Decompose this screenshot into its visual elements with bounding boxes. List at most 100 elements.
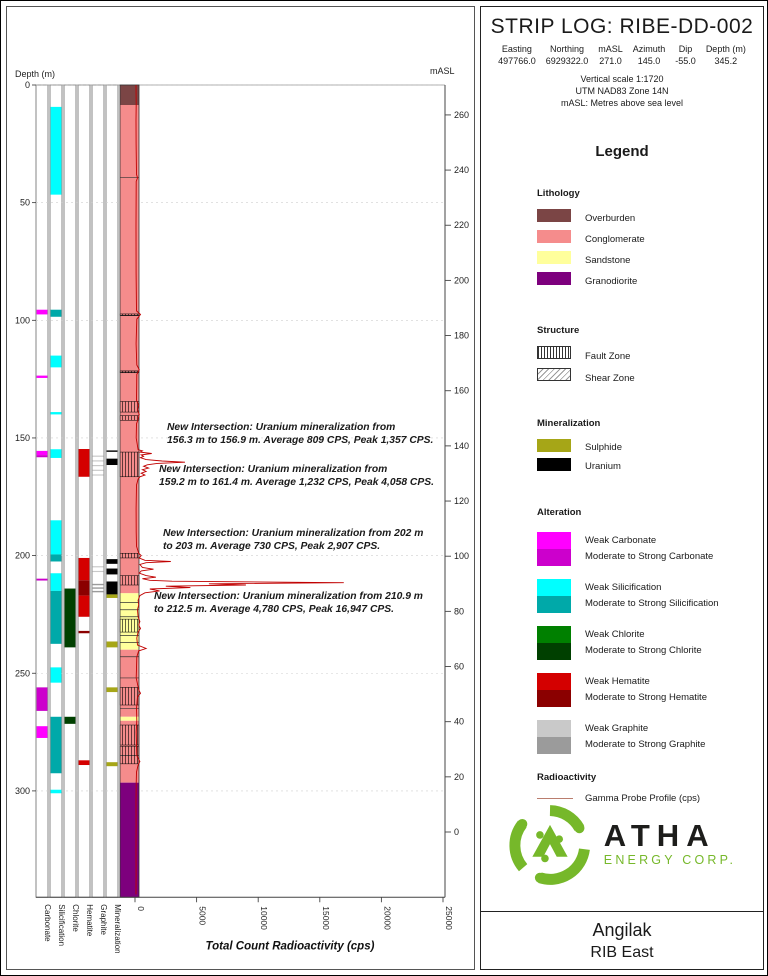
svg-text:60: 60 bbox=[454, 662, 464, 672]
info-col: Dip -55.0 bbox=[675, 44, 696, 66]
radioactivity-axis-title: Total Count Radioactivity (cps) bbox=[206, 940, 375, 952]
legend-section-mineralization: Mineralization Sulphide Uranium bbox=[537, 418, 763, 475]
project-area: RIB East bbox=[590, 944, 654, 961]
svg-text:10000: 10000 bbox=[259, 906, 269, 930]
svg-text:150: 150 bbox=[15, 433, 30, 443]
alteration-swatch bbox=[537, 532, 571, 566]
masl-axis-title: mASL bbox=[430, 66, 455, 76]
legend-item-lithology-swatch bbox=[537, 272, 571, 285]
legend-title: Legend bbox=[595, 143, 649, 160]
legend-item-lithology: Granodiorite bbox=[537, 272, 763, 291]
legend-item-alteration: Weak Carbonate Moderate to Strong Carbona… bbox=[537, 532, 763, 566]
legend-item-structure-swatch bbox=[537, 346, 571, 359]
fault-zone bbox=[119, 415, 140, 421]
legend-item-gamma: Gamma Probe Profile (cps) bbox=[537, 793, 763, 804]
intersection-annotation: New Intersection: Uranium mineralization… bbox=[167, 422, 395, 433]
radioactivity-axis: 0 5000 10000 15000 20000 25000 Total Count Rad… bbox=[36, 896, 454, 952]
legend-item-mineralization-swatch bbox=[537, 458, 571, 471]
scale-note: UTM NAD83 Zone 14N bbox=[575, 86, 669, 96]
legend-item-lithology: Conglomerate bbox=[537, 230, 763, 249]
svg-text:15000: 15000 bbox=[321, 906, 331, 930]
legend-item-mineralization: Uranium bbox=[537, 458, 763, 475]
alteration-swatch bbox=[537, 579, 571, 613]
svg-text:120: 120 bbox=[454, 496, 469, 506]
svg-text:0: 0 bbox=[454, 827, 459, 837]
svg-text:260: 260 bbox=[454, 110, 469, 120]
svg-text:25000: 25000 bbox=[444, 906, 454, 930]
fault-zone bbox=[119, 370, 140, 374]
depth-gridlines: 0 50 100 150 200 250 300 Depth (m) bbox=[15, 69, 445, 796]
track-labels: Carbonate Silicification Chlorite Hematite G… bbox=[43, 904, 122, 953]
info-col: Azimuth 145.0 bbox=[632, 44, 666, 66]
legend-item-mineralization: Sulphide bbox=[537, 439, 763, 456]
intersection-annotation: New Intersection: Uranium mineralization… bbox=[163, 528, 423, 539]
svg-text:100: 100 bbox=[15, 315, 30, 325]
scale-notes: Vertical scale 1:1720 UTM NAD83 Zone 14N… bbox=[481, 73, 763, 109]
legend-item-lithology-swatch bbox=[537, 209, 571, 222]
project-block: Angilak RIB East bbox=[481, 911, 763, 969]
fault-zone bbox=[119, 745, 140, 765]
intersection-annotation: to 203 m. Average 730 CPS, Peak 2,907 CP… bbox=[163, 541, 380, 552]
info-col: Depth (m) 345.2 bbox=[705, 44, 746, 66]
legend-item-alteration: Weak Graphite Moderate to Strong Graphite bbox=[537, 720, 763, 754]
atha-logo: ATHA ENERGY CORP. bbox=[481, 803, 763, 887]
atha-logo-text: ATHA ENERGY CORP. bbox=[604, 820, 736, 869]
track-silicification bbox=[50, 106, 62, 794]
atha-logo-icon bbox=[509, 805, 590, 885]
svg-text:5000: 5000 bbox=[198, 906, 208, 925]
legend-item-alteration: Weak Hematite Moderate to Strong Hematite bbox=[537, 673, 763, 707]
legend-section-structure: Structure Fault Zone Shear Zone bbox=[537, 325, 763, 388]
svg-text:0: 0 bbox=[25, 80, 30, 90]
svg-text:240: 240 bbox=[454, 165, 469, 175]
svg-text:Silicification: Silicification bbox=[57, 904, 66, 946]
log-title: STRIP LOG: RIBE-DD-002 bbox=[490, 15, 754, 38]
scale-note: mASL: Metres above sea level bbox=[560, 98, 684, 108]
svg-text:160: 160 bbox=[454, 386, 469, 396]
svg-text:200: 200 bbox=[454, 275, 469, 285]
legend-item-lithology: Sandstone bbox=[537, 251, 763, 270]
svg-text:Chlorite: Chlorite bbox=[71, 904, 80, 932]
svg-text:Carbonate: Carbonate bbox=[43, 904, 52, 942]
svg-text:Graphite: Graphite bbox=[99, 904, 108, 935]
svg-text:220: 220 bbox=[454, 220, 469, 230]
info-col: Northing 6929322.0 bbox=[545, 44, 589, 66]
alteration-tracks bbox=[35, 84, 119, 898]
intersection-annotation: New Intersection: Uranium mineralization… bbox=[154, 591, 423, 602]
svg-text:20: 20 bbox=[454, 772, 464, 782]
svg-text:40: 40 bbox=[454, 717, 464, 727]
collar-info-table: Easting 497766.0 Northing 6929322.0 mASL 271.… bbox=[481, 43, 763, 67]
svg-text:180: 180 bbox=[454, 331, 469, 341]
track-chlorite bbox=[64, 588, 76, 724]
legend-item-structure-swatch bbox=[537, 368, 571, 381]
project-name: Angilak bbox=[592, 920, 652, 940]
title-block-panel: STRIP LOG: RIBE-DD-002 Easting 497766.0 No… bbox=[480, 6, 764, 970]
depth-axis-title: Depth (m) bbox=[15, 69, 55, 79]
legend-section-lithology: Lithology Overburden Conglomerate Sandston… bbox=[537, 188, 763, 291]
alteration-swatch bbox=[537, 673, 571, 707]
intersection-annotation: New Intersection: Uranium mineralization… bbox=[159, 464, 387, 475]
alteration-swatch bbox=[537, 626, 571, 660]
svg-text:20000: 20000 bbox=[382, 906, 392, 930]
legend-item-lithology-swatch bbox=[537, 251, 571, 264]
fault-zone bbox=[119, 552, 140, 559]
svg-text:300: 300 bbox=[15, 786, 30, 796]
strip-log-panel: 0 50 100 150 200 250 300 Depth (m) 260 240 220 200 1… bbox=[6, 6, 475, 970]
track-carbonate bbox=[36, 309, 48, 738]
svg-text:250: 250 bbox=[15, 668, 30, 678]
svg-text:140: 140 bbox=[454, 441, 469, 451]
fault-zone bbox=[119, 575, 140, 586]
legend-item-structure: Fault Zone bbox=[537, 346, 763, 366]
legend-item-lithology-swatch bbox=[537, 230, 571, 243]
svg-text:0: 0 bbox=[136, 906, 146, 911]
svg-text:80: 80 bbox=[454, 606, 464, 616]
scale-note: Vertical scale 1:1720 bbox=[580, 74, 664, 84]
svg-text:200: 200 bbox=[15, 551, 30, 561]
fault-zone bbox=[119, 687, 140, 706]
legend-item-mineralization-swatch bbox=[537, 439, 571, 452]
legend-section-radioactivity: Radioactivity Gamma Probe Profile (cps) bbox=[537, 772, 763, 804]
svg-text:50: 50 bbox=[20, 198, 30, 208]
legend-item-alteration: Weak Silicification Moderate to Strong Si… bbox=[537, 579, 763, 613]
info-col: Easting 497766.0 bbox=[498, 44, 536, 66]
